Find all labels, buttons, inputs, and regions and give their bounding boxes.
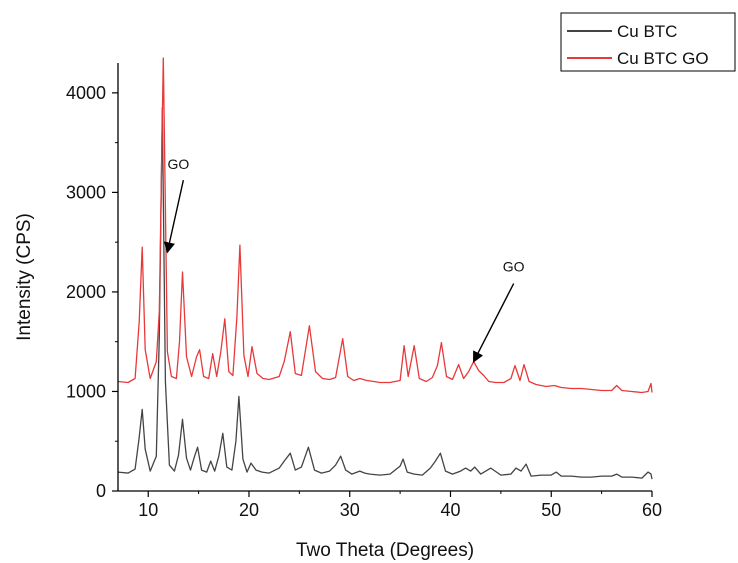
annotation-arrow bbox=[164, 179, 185, 254]
y-tick-label: 4000 bbox=[66, 83, 106, 103]
axes bbox=[117, 63, 652, 492]
y-tick-label: 2000 bbox=[66, 282, 106, 302]
annotation-label: GO bbox=[503, 259, 525, 275]
annotation-arrow bbox=[473, 283, 515, 363]
x-tick-label: 40 bbox=[440, 500, 460, 520]
annotation-label: GO bbox=[167, 156, 189, 172]
legend-label-cu-btc-go: Cu BTC GO bbox=[617, 49, 709, 68]
legend-box bbox=[560, 12, 736, 72]
x-tick-label: 30 bbox=[340, 500, 360, 520]
x-tick-label: 60 bbox=[642, 500, 662, 520]
y-tick-label: 0 bbox=[96, 481, 106, 501]
x-tick-label: 10 bbox=[138, 500, 158, 520]
x-axis-title: Two Theta (Degrees) bbox=[296, 540, 474, 561]
y-tick-label: 1000 bbox=[66, 381, 106, 401]
series-layer bbox=[117, 57, 653, 480]
series-line-cu-btc bbox=[117, 107, 653, 480]
ticks: 10 20 30 40 50 60 0 1000 2000 3000 4000 bbox=[66, 83, 662, 520]
y-tick-label: 3000 bbox=[66, 182, 106, 202]
series-line-cu-btc-go bbox=[117, 57, 653, 394]
x-tick-label: 20 bbox=[239, 500, 259, 520]
x-tick-label: 50 bbox=[541, 500, 561, 520]
annotations: GO GO bbox=[164, 156, 525, 363]
legend: Cu BTC Cu BTC GO bbox=[560, 12, 736, 72]
y-axis-title: Intensity (CPS) bbox=[14, 213, 35, 341]
legend-label-cu-btc: Cu BTC bbox=[617, 22, 677, 41]
